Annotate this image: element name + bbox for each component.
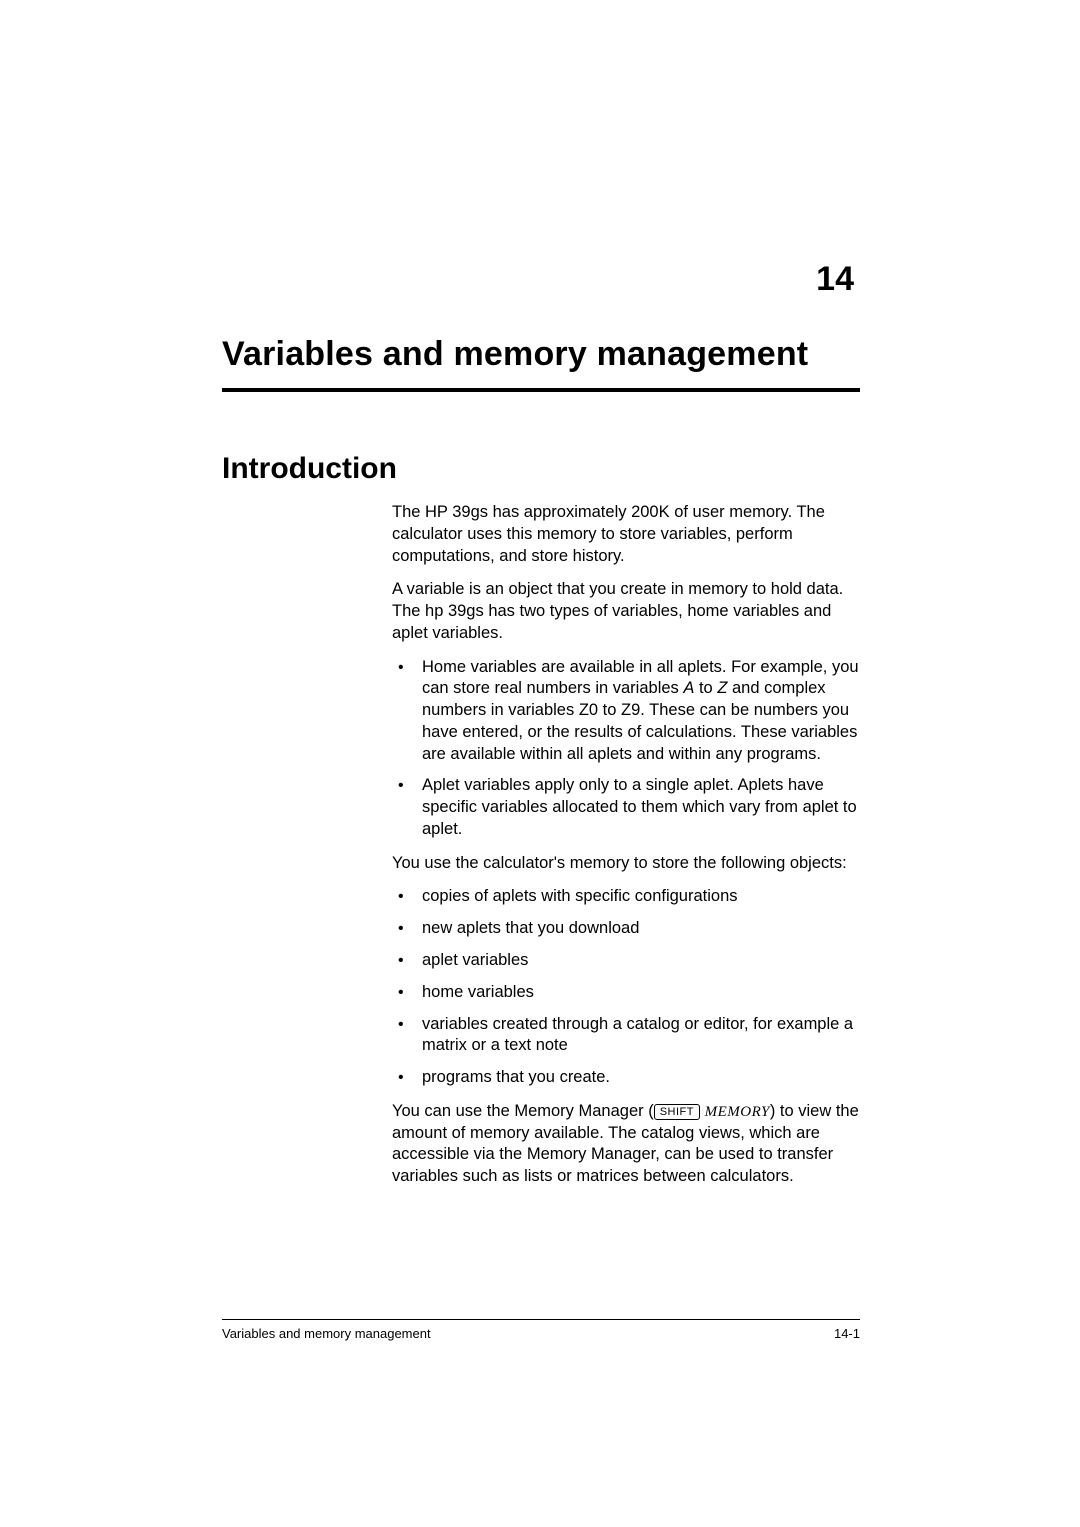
- variable-letter-z: Z: [717, 679, 727, 697]
- list-item: aplet variables: [392, 950, 860, 972]
- list-item: programs that you create.: [392, 1067, 860, 1089]
- intro-paragraph-2: A variable is an object that you create …: [392, 579, 860, 644]
- memory-manager-paragraph: You can use the Memory Manager (SHIFT ME…: [392, 1101, 860, 1188]
- variable-types-list: Home variables are available in all aple…: [392, 657, 860, 841]
- footer-rule: [222, 1319, 860, 1320]
- shift-key-icon: SHIFT: [654, 1104, 700, 1120]
- chapter-title: Variables and memory management: [222, 335, 860, 374]
- list-item: home variables: [392, 982, 860, 1004]
- list-item: variables created through a catalog or e…: [392, 1014, 860, 1058]
- footer-left: Variables and memory management: [222, 1326, 431, 1341]
- chapter-number: 14: [222, 260, 860, 299]
- list-item: new aplets that you download: [392, 918, 860, 940]
- memory-objects-list: copies of aplets with specific configura…: [392, 886, 860, 1088]
- page-footer: Variables and memory management 14-1: [222, 1319, 860, 1341]
- home-vars-text-mid: to: [694, 679, 717, 697]
- list-item: copies of aplets with specific configura…: [392, 886, 860, 908]
- section-title: Introduction: [222, 452, 860, 486]
- memory-objects-intro: You use the calculator's memory to store…: [392, 853, 860, 875]
- intro-paragraph-1: The HP 39gs has approximately 200K of us…: [392, 502, 860, 567]
- list-item: Aplet variables apply only to a single a…: [392, 775, 860, 840]
- mm-text-pre: You can use the Memory Manager (: [392, 1102, 654, 1120]
- memory-key-label: MEMORY: [705, 1104, 770, 1120]
- chapter-rule: [222, 388, 860, 392]
- variable-letter-a: A: [683, 679, 694, 697]
- footer-page-number: 14-1: [834, 1326, 860, 1341]
- body-column: The HP 39gs has approximately 200K of us…: [392, 502, 860, 1188]
- list-item: Home variables are available in all aple…: [392, 657, 860, 766]
